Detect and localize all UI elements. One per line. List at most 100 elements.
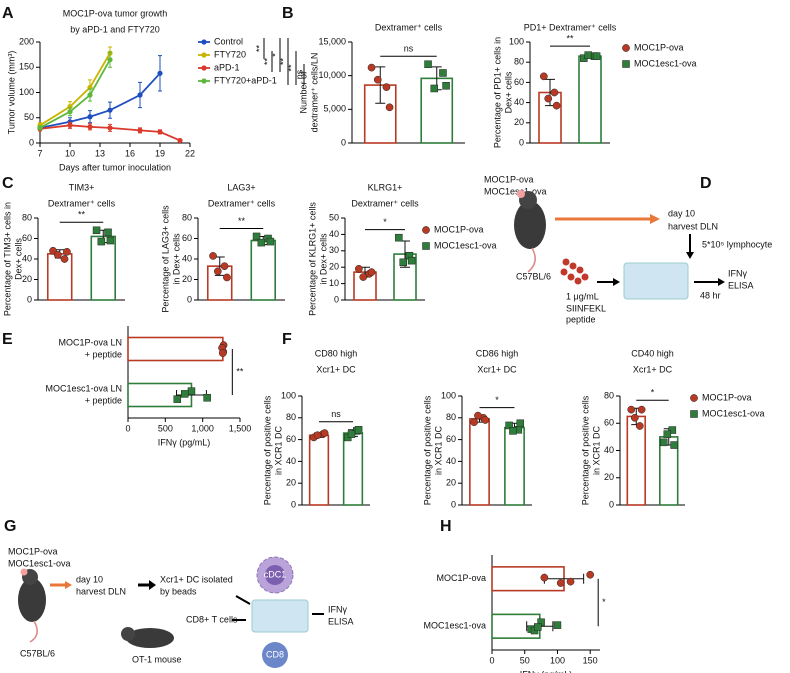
data-point — [474, 411, 482, 420]
y-axis-label: Number of — [298, 71, 308, 114]
significance-label: ** — [238, 216, 246, 226]
chart-title: Dextramer⁺ cells — [208, 198, 276, 208]
diagram-label: IFNγ — [728, 268, 747, 278]
y-tick-label: 80 — [182, 212, 192, 222]
y-tick-label: 80 — [286, 412, 296, 422]
bar — [504, 426, 525, 506]
data-point — [509, 427, 517, 435]
y-tick-label: 50 — [24, 112, 34, 122]
diagram-label: MOC1P-ova — [484, 174, 534, 184]
diagram-label: harvest DLN — [76, 586, 126, 596]
diagram-label: 48 hr — [700, 290, 721, 300]
data-point — [67, 109, 73, 115]
data-point — [659, 438, 668, 447]
legend-label: FTY720+aPD-1 — [214, 75, 277, 85]
arrow-head — [686, 252, 694, 259]
data-point — [534, 623, 542, 631]
data-point — [670, 441, 678, 449]
y-tick-label: 100 — [281, 390, 296, 400]
data-point — [668, 426, 677, 434]
data-point — [220, 262, 229, 271]
x-tick-label: 1,000 — [191, 423, 214, 433]
x-axis-label: Days after tumor inoculation — [59, 162, 171, 172]
arrow-head — [718, 278, 725, 286]
chart-title: Dextramer⁺ cells — [375, 22, 443, 32]
significance-label: ** — [254, 45, 264, 53]
y-tick-label: 40 — [604, 445, 614, 455]
data-point — [252, 232, 261, 241]
category-label: MOC1esc1-ova LN — [45, 383, 122, 393]
data-point — [203, 394, 211, 402]
x-tick-label: 100 — [550, 655, 565, 665]
data-point — [87, 124, 93, 130]
x-tick-label: 16 — [125, 148, 135, 158]
bar — [127, 336, 224, 362]
y-tick-label: 0 — [291, 499, 296, 509]
y-tick-label: 5,000 — [323, 104, 346, 114]
plate-icon — [251, 599, 309, 633]
arrow-head — [65, 581, 72, 589]
y-tick-label: 20 — [514, 117, 524, 127]
y-tick-label: 50 — [329, 212, 339, 222]
legend-marker — [622, 44, 630, 52]
y-tick-label: 0 — [334, 294, 339, 304]
data-point — [137, 127, 143, 133]
chart-title: TIM3+ — [69, 182, 95, 192]
data-point — [359, 273, 368, 281]
diagram-label: harvest DLN — [668, 221, 718, 231]
panel-label: D — [700, 175, 712, 192]
chart-title: MOC1P-ova tumor growth — [63, 8, 168, 18]
data-point — [539, 72, 548, 81]
data-point — [407, 256, 416, 265]
significance-label: ** — [236, 366, 244, 376]
data-point — [635, 422, 644, 430]
data-point — [540, 573, 549, 582]
y-tick-label: 100 — [509, 36, 524, 46]
arrow-head — [149, 580, 156, 590]
significance-label: ns — [294, 69, 304, 79]
panel-label: A — [2, 5, 14, 22]
y-axis-label: Percentage of positive cells — [422, 395, 432, 505]
y-tick-label: 20 — [182, 274, 192, 284]
y-tick-label: 10,000 — [318, 70, 346, 80]
chart-title: CD40 high — [631, 348, 674, 358]
data-point — [556, 579, 565, 587]
data-point — [104, 228, 112, 237]
data-point — [266, 237, 275, 246]
y-tick-label: 60 — [22, 233, 32, 243]
x-tick-label: 500 — [158, 423, 173, 433]
y-tick-label: 0 — [187, 294, 192, 304]
x-tick-label: 0 — [489, 655, 494, 665]
peptide-icon — [560, 258, 589, 285]
data-point — [354, 426, 363, 434]
chart-title: Xcr1+ DC — [477, 364, 517, 374]
y-tick-label: 15,000 — [318, 36, 346, 46]
data-point — [630, 413, 639, 422]
diagram-label: 1 μg/mL — [566, 291, 599, 301]
data-point — [373, 75, 382, 84]
data-point — [354, 264, 363, 273]
diagram-label: OT-1 mouse — [132, 654, 182, 664]
data-point — [87, 114, 93, 120]
mouse-icon — [514, 201, 546, 249]
y-tick-label: 200 — [19, 36, 34, 46]
significance-label: ** — [78, 210, 86, 220]
y-tick-label: 40 — [329, 229, 339, 239]
data-point — [566, 577, 575, 586]
y-tick-label: 30 — [329, 245, 339, 255]
y-tick-label: 40 — [182, 253, 192, 263]
series-line — [39, 59, 111, 129]
x-tick-label: 150 — [583, 655, 598, 665]
diagram-label: day 10 — [668, 208, 695, 218]
chart-title: PD1+ Dextramer⁺ cells — [524, 22, 617, 32]
y-tick-label: 10 — [329, 278, 339, 288]
error-bar — [375, 66, 386, 104]
y-tick-label: 80 — [446, 412, 456, 422]
data-point — [180, 390, 189, 398]
y-axis-label: in Dex+ cells — [171, 233, 181, 285]
cd8-icon — [262, 642, 288, 668]
legend-label: MOC1esc1-ova — [634, 58, 697, 68]
bar — [308, 434, 330, 506]
data-point — [627, 405, 636, 414]
